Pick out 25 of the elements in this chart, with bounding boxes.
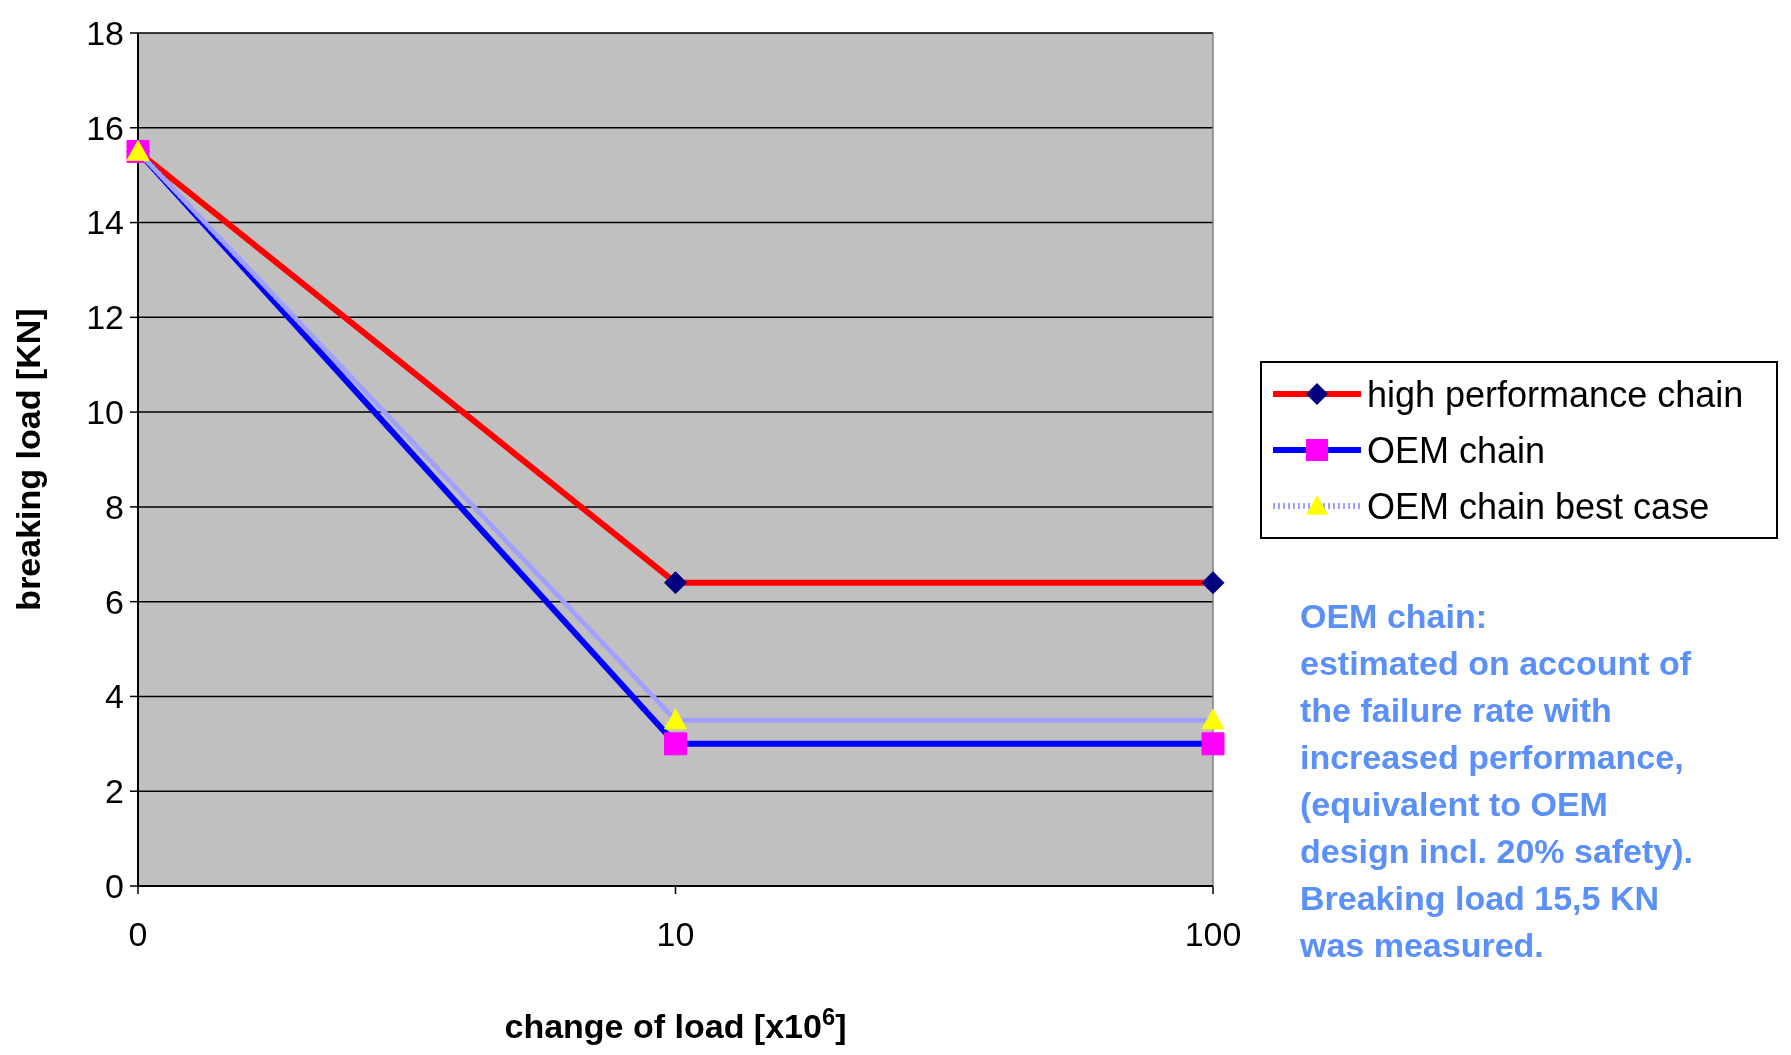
- point: [1201, 571, 1225, 595]
- y-tick-label: 6: [105, 582, 124, 621]
- y-tick-label: 0: [105, 866, 124, 905]
- y-tick-label: 10: [86, 393, 124, 432]
- point: [1201, 708, 1225, 730]
- y-axis-title: breaking load [KN]: [9, 308, 47, 611]
- legend-label: OEM chain: [1367, 429, 1546, 471]
- x-tick-label: 0: [128, 915, 148, 953]
- x-tick-label: 100: [1184, 915, 1242, 953]
- y-tick-label: 4: [105, 677, 124, 716]
- y-tick-label: 16: [86, 108, 124, 147]
- point: [664, 732, 687, 756]
- point: [1201, 732, 1225, 756]
- point: [664, 708, 687, 730]
- y-tick-label: 12: [86, 298, 124, 337]
- x-axis-title: change of load [x10$^{6}$]: [504, 1002, 847, 1045]
- x-tick-label: 10: [656, 915, 695, 953]
- legend-label: high performance chain: [1367, 373, 1744, 415]
- legend-label: OEM chain best case: [1367, 485, 1710, 527]
- y-tick-label: 14: [86, 203, 124, 242]
- y-tick-label: 8: [105, 487, 124, 526]
- point: [664, 571, 687, 595]
- text: OEM chain: estimated on account of the failure rate with increased performance, (equivalent to OEM design incl. 20% safety). Breaking load 15,5 KN was measured.: [1299, 597, 1694, 964]
- y-tick-label: 18: [86, 13, 124, 52]
- y-tick-label: 2: [105, 772, 124, 811]
